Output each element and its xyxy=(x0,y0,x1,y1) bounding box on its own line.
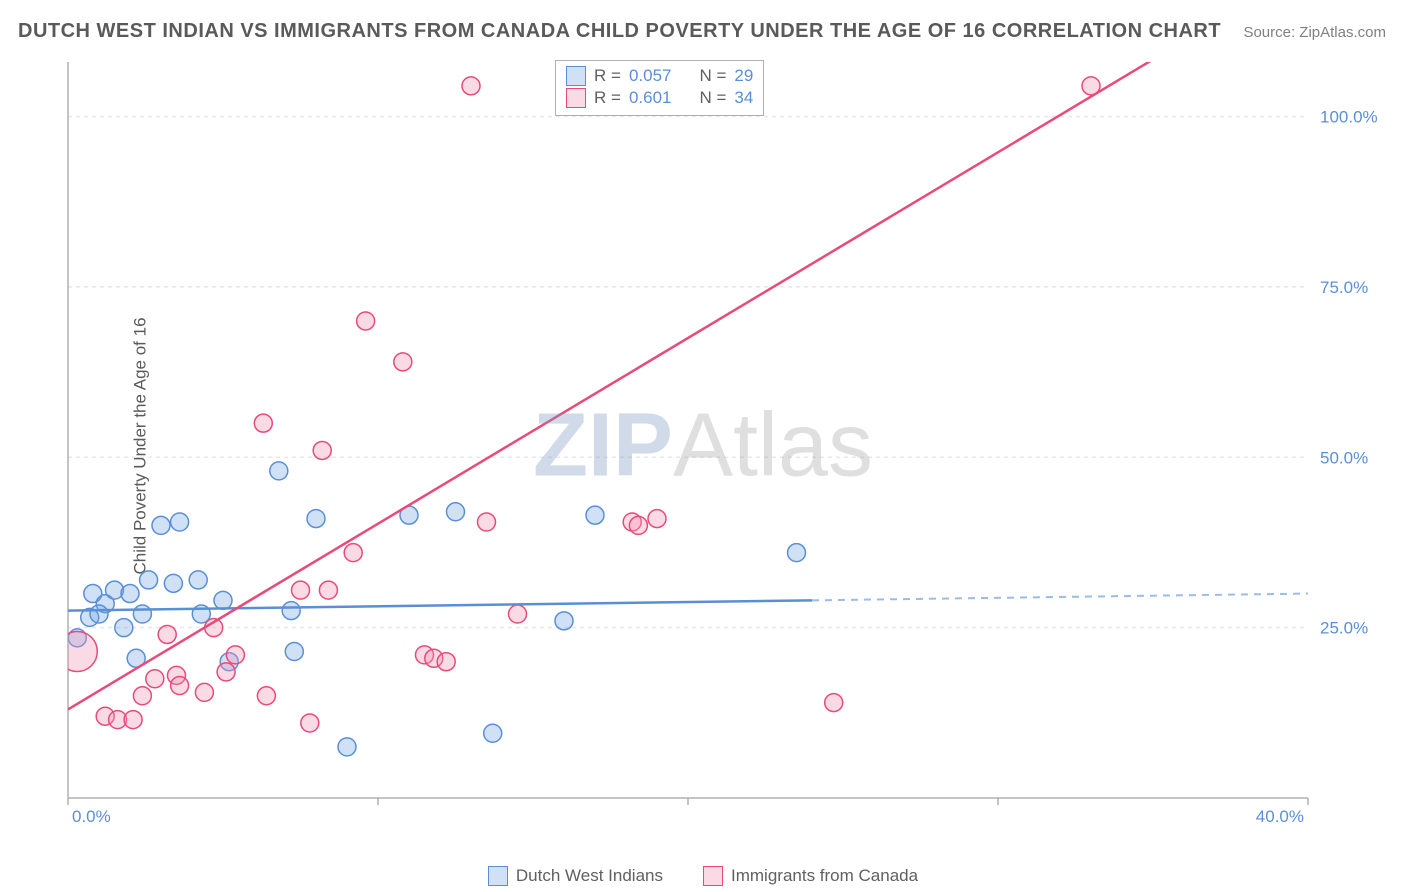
n-value: 29 xyxy=(734,65,753,87)
r-label: R = xyxy=(594,87,621,109)
chart-title: DUTCH WEST INDIAN VS IMMIGRANTS FROM CAN… xyxy=(18,20,1221,43)
svg-text:100.0%: 100.0% xyxy=(1320,108,1378,127)
svg-text:50.0%: 50.0% xyxy=(1320,448,1368,467)
scatter-plot: 25.0% 50.0% 75.0% 100.0% 0.0% 40.0% xyxy=(60,58,1380,828)
source-label: Source: ZipAtlas.com xyxy=(1243,24,1386,41)
series-label: Immigrants from Canada xyxy=(731,866,918,886)
n-value: 34 xyxy=(734,87,753,109)
series-label: Dutch West Indians xyxy=(516,866,663,886)
svg-text:25.0%: 25.0% xyxy=(1320,619,1368,638)
svg-text:75.0%: 75.0% xyxy=(1320,278,1368,297)
legend-swatch-icon xyxy=(566,66,586,86)
r-label: R = xyxy=(594,65,621,87)
legend-swatch-icon xyxy=(566,88,586,108)
r-value: 0.601 xyxy=(629,87,672,109)
svg-text:0.0%: 0.0% xyxy=(72,807,111,826)
series-legend-item: Immigrants from Canada xyxy=(703,866,918,886)
correlation-legend: R = 0.057 N = 29 R = 0.601 N = 34 xyxy=(555,60,764,116)
legend-swatch-icon xyxy=(488,866,508,886)
r-value: 0.057 xyxy=(629,65,672,87)
n-label: N = xyxy=(699,65,726,87)
legend-swatch-icon xyxy=(703,866,723,886)
series-legend-item: Dutch West Indians xyxy=(488,866,663,886)
series-legend: Dutch West Indians Immigrants from Canad… xyxy=(0,866,1406,886)
svg-text:40.0%: 40.0% xyxy=(1256,807,1304,826)
correlation-legend-row: R = 0.057 N = 29 xyxy=(566,65,753,87)
n-label: N = xyxy=(699,87,726,109)
chart-container: DUTCH WEST INDIAN VS IMMIGRANTS FROM CAN… xyxy=(0,0,1406,892)
correlation-legend-row: R = 0.601 N = 34 xyxy=(566,87,753,109)
